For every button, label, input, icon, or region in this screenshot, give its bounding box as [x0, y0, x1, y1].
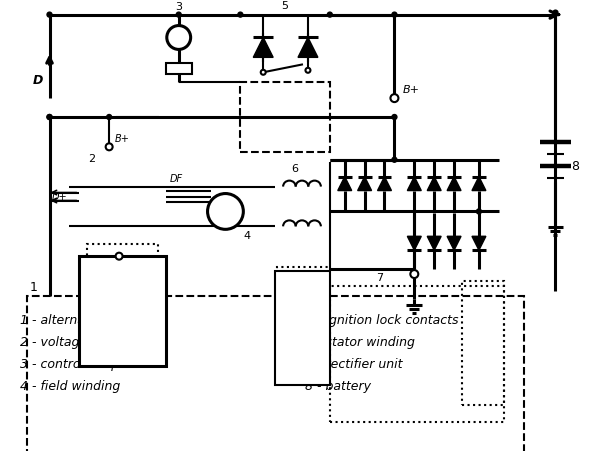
- Circle shape: [391, 94, 398, 102]
- Circle shape: [328, 12, 332, 17]
- Circle shape: [392, 115, 397, 120]
- Polygon shape: [427, 177, 441, 191]
- Circle shape: [410, 270, 418, 278]
- Bar: [166, 63, 191, 74]
- Text: 1: 1: [29, 281, 38, 295]
- Text: B+: B+: [403, 85, 419, 95]
- Polygon shape: [377, 177, 391, 191]
- Circle shape: [116, 253, 122, 260]
- Bar: [241, 82, 330, 152]
- Text: 8 - battery: 8 - battery: [305, 380, 371, 393]
- Text: 5 - ignition lock contacts: 5 - ignition lock contacts: [305, 314, 458, 327]
- Text: 7: 7: [376, 273, 383, 283]
- Circle shape: [47, 115, 52, 120]
- Bar: [87, 244, 158, 330]
- Polygon shape: [447, 236, 461, 250]
- Text: 7 - rectifier unit: 7 - rectifier unit: [305, 358, 403, 371]
- Circle shape: [208, 193, 244, 229]
- Text: 8: 8: [571, 160, 580, 173]
- Text: D: D: [32, 74, 43, 87]
- Text: 5: 5: [281, 0, 289, 11]
- Circle shape: [107, 115, 112, 120]
- Text: D+: D+: [52, 192, 67, 202]
- Polygon shape: [427, 236, 441, 250]
- Circle shape: [167, 26, 191, 50]
- Text: B+: B+: [115, 134, 130, 144]
- Bar: [26, 296, 524, 451]
- Bar: [277, 267, 328, 315]
- Circle shape: [47, 12, 52, 17]
- Circle shape: [476, 209, 481, 214]
- Polygon shape: [472, 236, 486, 250]
- Polygon shape: [298, 37, 318, 57]
- Circle shape: [106, 143, 113, 150]
- Polygon shape: [447, 177, 461, 191]
- Circle shape: [392, 157, 397, 162]
- Text: 3: 3: [175, 2, 182, 12]
- Text: 4: 4: [244, 231, 251, 241]
- Bar: [275, 271, 330, 386]
- Text: 2: 2: [88, 154, 95, 164]
- Circle shape: [261, 70, 266, 75]
- Polygon shape: [407, 177, 421, 191]
- Polygon shape: [338, 177, 352, 191]
- Text: DF: DF: [170, 174, 183, 184]
- Bar: [462, 281, 504, 405]
- Text: 3 - control lamp: 3 - control lamp: [20, 358, 119, 371]
- Text: 4 - field winding: 4 - field winding: [20, 380, 120, 393]
- Circle shape: [176, 12, 181, 17]
- Circle shape: [238, 12, 243, 17]
- Circle shape: [305, 68, 310, 73]
- Polygon shape: [472, 177, 486, 191]
- Polygon shape: [253, 37, 273, 57]
- Polygon shape: [407, 236, 421, 250]
- Circle shape: [392, 12, 397, 17]
- Text: M: M: [125, 261, 133, 271]
- Bar: [79, 256, 166, 365]
- Polygon shape: [358, 177, 371, 191]
- Circle shape: [47, 115, 52, 120]
- Circle shape: [553, 10, 558, 15]
- Text: 6: 6: [292, 164, 299, 174]
- Bar: [330, 286, 504, 422]
- Text: 1 - alternator: 1 - alternator: [20, 314, 102, 327]
- Text: 2 - voltage regulator: 2 - voltage regulator: [20, 336, 148, 349]
- Text: 6 - stator winding: 6 - stator winding: [305, 336, 415, 349]
